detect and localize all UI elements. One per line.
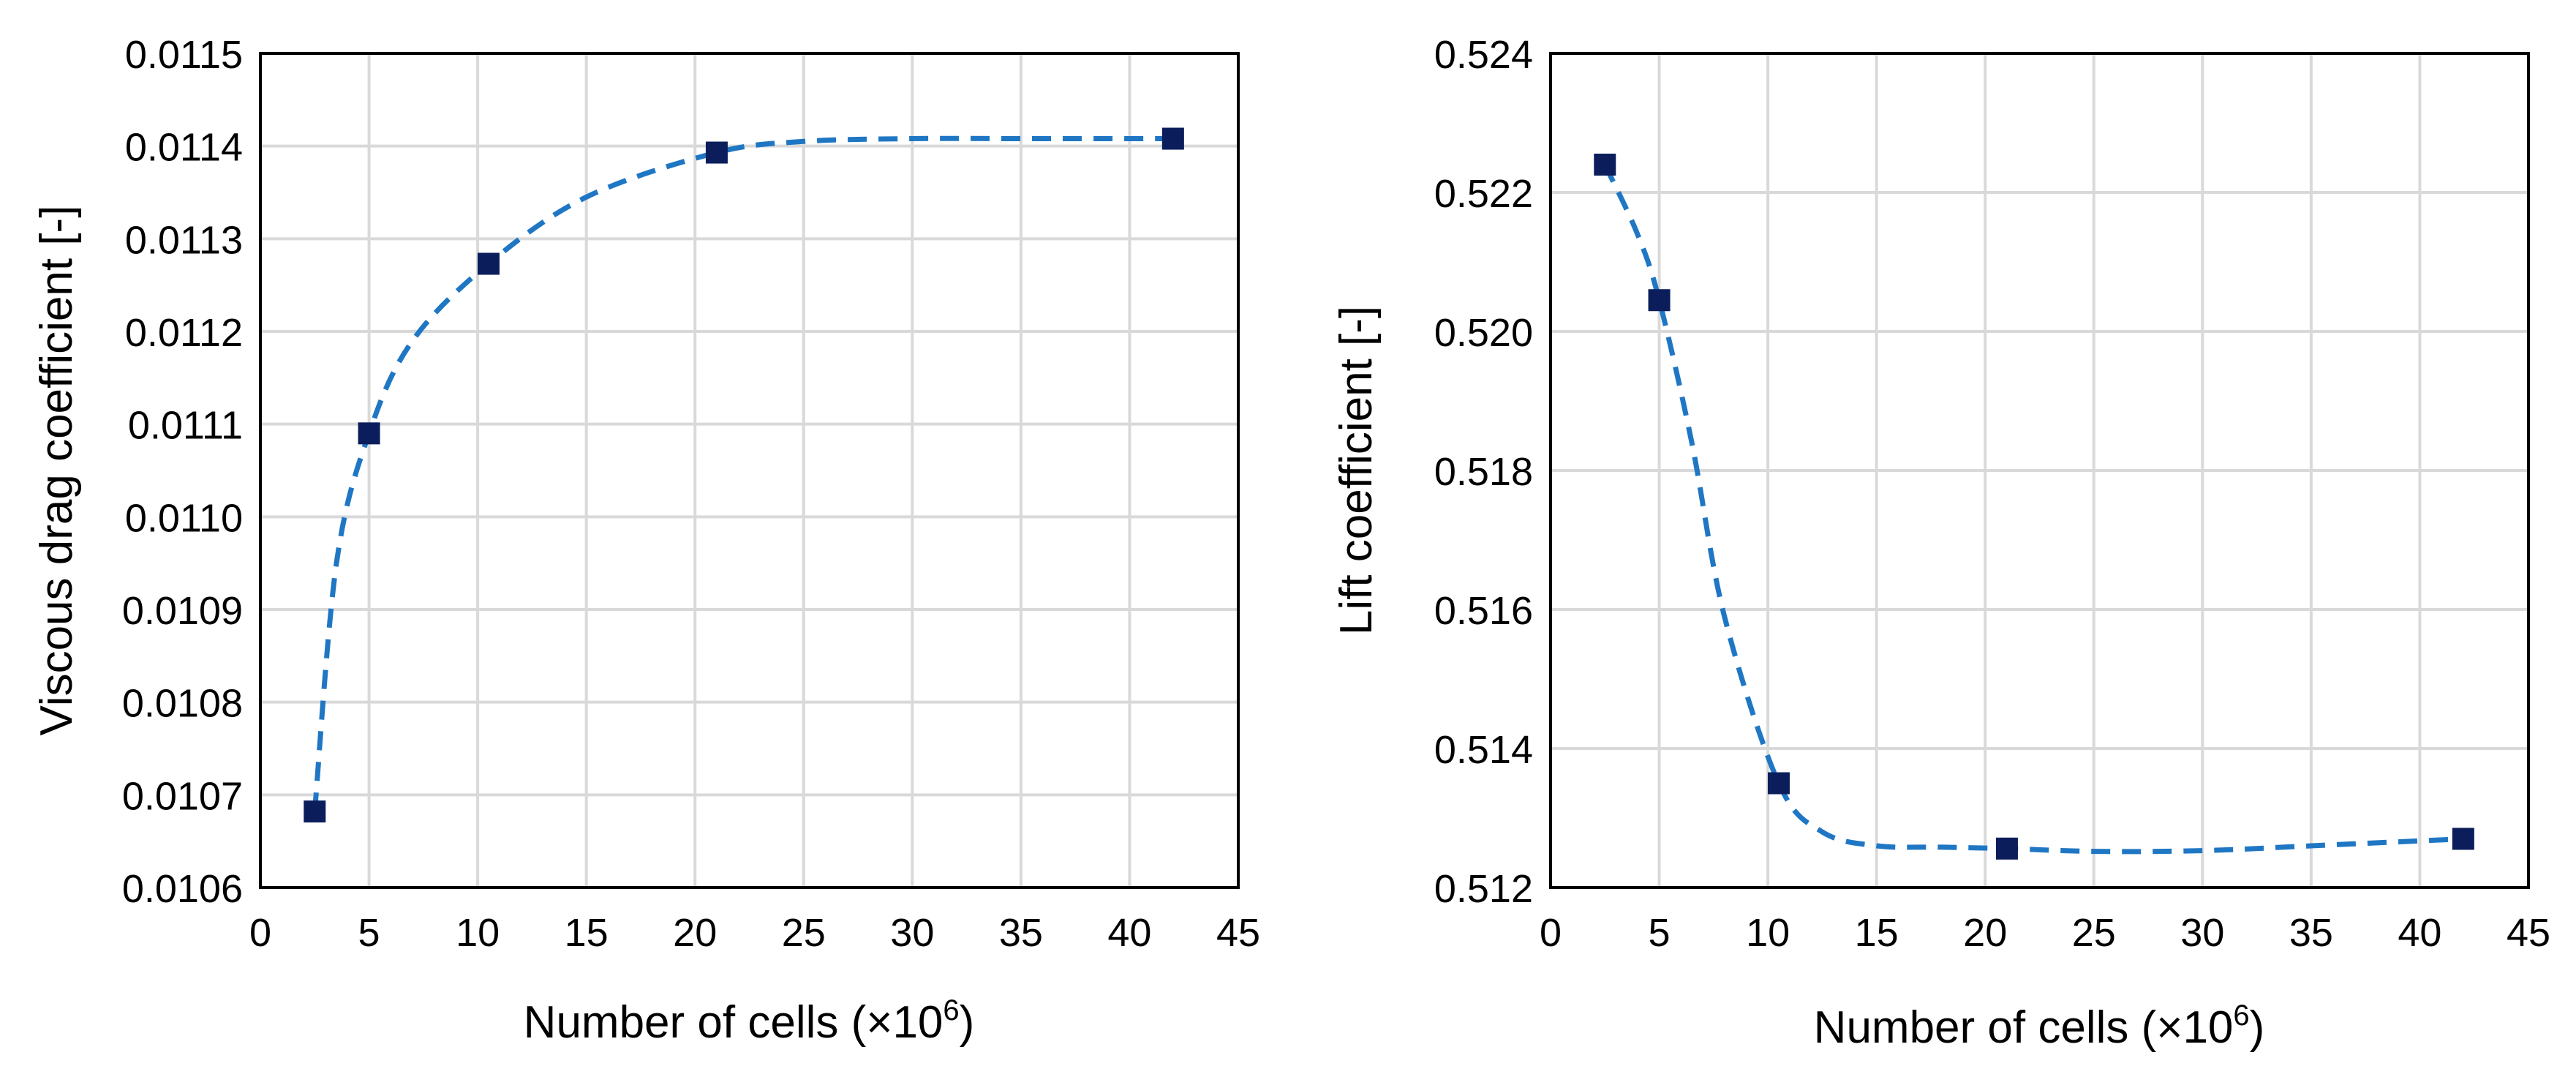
x-tick-label: 5 — [1649, 911, 1671, 955]
chart-left: 0.0106 0.0107 0.0108 0.0109 0.0110 0.0111 0.01… — [31, 33, 1260, 1048]
y-tick-label: 0.0114 — [125, 126, 243, 170]
x-tick-label: 40 — [2398, 911, 2441, 955]
trendline — [312, 135, 1173, 812]
data-point — [2452, 828, 2474, 850]
y-tick-label: 0.0115 — [125, 33, 243, 77]
x-tick-label: 0 — [249, 911, 271, 955]
x-tick-label: 45 — [1216, 911, 1260, 955]
y-tick-label: 0.0108 — [122, 682, 243, 726]
x-tick-label: 25 — [2072, 911, 2116, 955]
data-markers — [1594, 154, 2474, 860]
y-tick-label: 0.514 — [1434, 728, 1533, 772]
x-tick-label: 45 — [2507, 911, 2550, 955]
x-tick-labels: 0 5 10 15 20 25 30 35 40 45 — [249, 911, 1260, 955]
y-tick-label: 0.520 — [1434, 311, 1533, 355]
x-tick-label: 30 — [2180, 911, 2224, 955]
y-tick-label: 0.0107 — [122, 774, 243, 818]
y-tick-labels: 0.0106 0.0107 0.0108 0.0109 0.0110 0.0111 0.01… — [122, 33, 243, 911]
y-axis-label: Viscous drag coefficient [-] — [31, 206, 82, 736]
grid-lines — [260, 53, 1238, 888]
data-point — [1161, 127, 1184, 150]
x-axis-label-superscript: 6 — [2233, 999, 2249, 1032]
y-tick-label: 0.516 — [1434, 589, 1533, 633]
x-tick-label: 35 — [999, 911, 1043, 955]
data-point — [705, 141, 728, 164]
chart-right: 0.512 0.514 0.516 0.518 0.520 0.522 0.524 0 5 10… — [1331, 33, 2550, 1053]
y-tick-labels: 0.512 0.514 0.516 0.518 0.520 0.522 0.524 — [1434, 33, 1533, 911]
grid-lines — [1551, 53, 2528, 888]
y-tick-label: 0.0111 — [128, 404, 243, 448]
data-point — [1648, 289, 1671, 312]
y-tick-label: 0.0112 — [125, 311, 243, 355]
x-tick-label: 10 — [1746, 911, 1790, 955]
data-point — [304, 800, 326, 823]
y-tick-label: 0.0113 — [125, 218, 243, 262]
x-tick-label: 40 — [1107, 911, 1151, 955]
plot-frame — [259, 52, 1240, 889]
x-axis-label-text: Number of cells (×10 — [1814, 1002, 2234, 1053]
x-tick-label: 30 — [890, 911, 934, 955]
y-tick-label: 0.512 — [1434, 867, 1533, 911]
x-tick-label: 5 — [358, 911, 380, 955]
y-tick-label: 0.0109 — [122, 589, 243, 633]
y-tick-label: 0.518 — [1434, 450, 1533, 494]
y-tick-label: 0.0110 — [125, 496, 243, 540]
data-point — [1995, 837, 2018, 860]
x-tick-labels: 0 5 10 15 20 25 30 35 40 45 — [1540, 911, 2550, 955]
x-tick-label: 20 — [673, 911, 717, 955]
y-axis-label: Lift coefficient [-] — [1331, 306, 1382, 635]
data-point — [1767, 772, 1790, 795]
x-axis-label-close: ) — [960, 997, 975, 1048]
x-axis-label-superscript: 6 — [943, 994, 959, 1027]
trendline — [1603, 163, 2464, 855]
data-point — [358, 422, 380, 445]
x-axis-label: Number of cells (×106) — [1814, 999, 2265, 1053]
x-axis-label: Number of cells (×106) — [524, 994, 975, 1048]
data-point — [477, 252, 500, 275]
x-tick-label: 0 — [1540, 911, 1562, 955]
y-tick-label: 0.524 — [1434, 33, 1533, 77]
y-tick-label: 0.0106 — [122, 867, 243, 911]
x-tick-label: 25 — [782, 911, 826, 955]
x-tick-label: 15 — [1855, 911, 1899, 955]
x-tick-label: 35 — [2289, 911, 2333, 955]
x-axis-label-close: ) — [2250, 1002, 2265, 1053]
x-tick-label: 15 — [565, 911, 609, 955]
data-point — [1594, 154, 1616, 176]
data-markers — [304, 127, 1184, 823]
plot-frame — [1549, 52, 2530, 889]
x-tick-label: 20 — [1963, 911, 2007, 955]
y-tick-label: 0.522 — [1434, 172, 1533, 216]
x-axis-label-text: Number of cells (×10 — [524, 997, 944, 1048]
x-tick-label: 10 — [456, 911, 500, 955]
